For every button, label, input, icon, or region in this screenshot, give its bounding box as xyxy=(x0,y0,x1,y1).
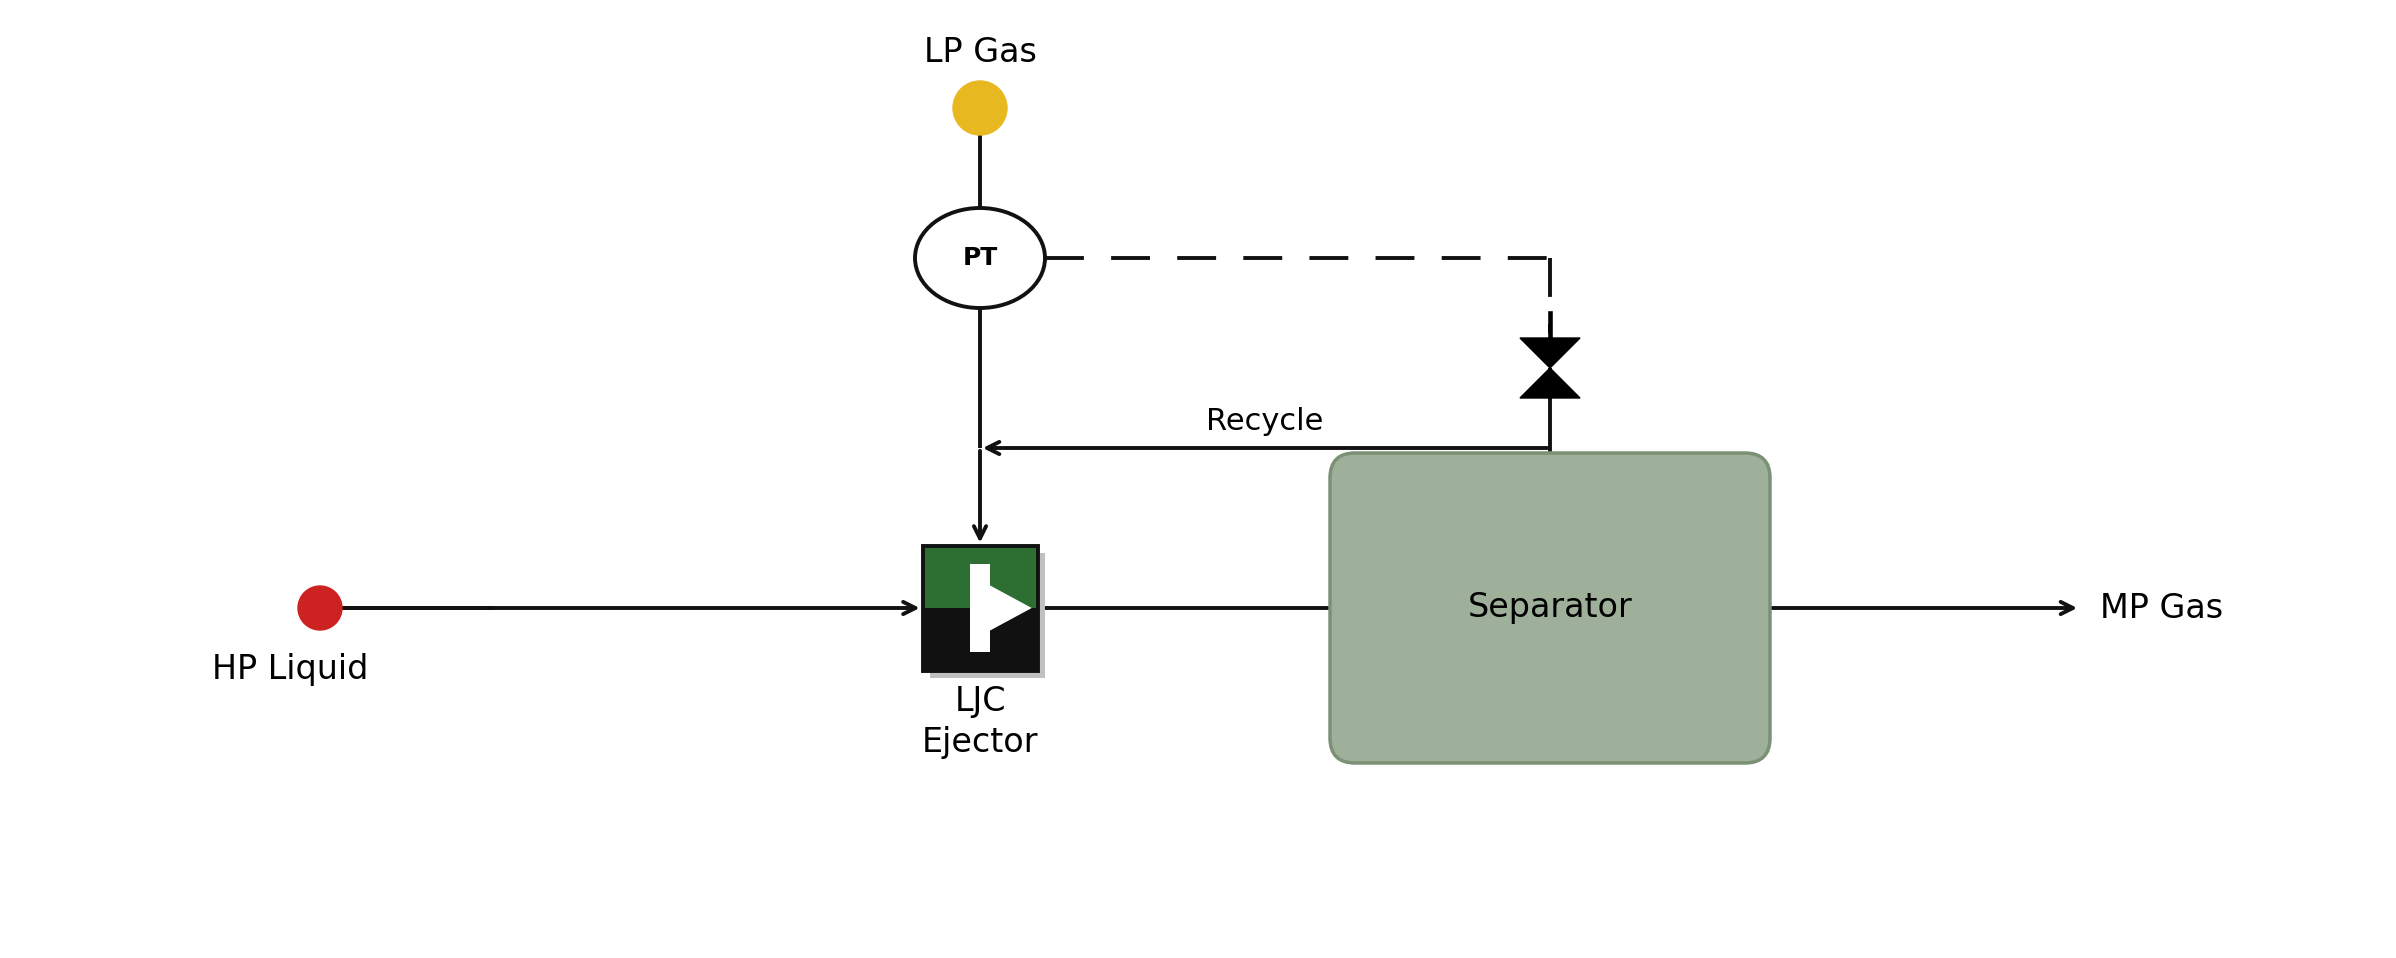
Text: MP Gas: MP Gas xyxy=(2099,591,2223,625)
Bar xyxy=(970,564,990,651)
Text: Recycle: Recycle xyxy=(1205,407,1323,436)
Bar xyxy=(930,553,1045,677)
Text: LP Gas: LP Gas xyxy=(922,36,1037,69)
Bar xyxy=(922,545,1037,608)
Polygon shape xyxy=(1519,338,1579,368)
Text: Separator: Separator xyxy=(1469,591,1632,625)
Text: HP Liquid: HP Liquid xyxy=(211,653,369,686)
Bar xyxy=(922,608,1037,671)
FancyBboxPatch shape xyxy=(1330,453,1771,763)
Bar xyxy=(922,545,1037,671)
Polygon shape xyxy=(1519,368,1579,398)
Circle shape xyxy=(954,81,1006,135)
Ellipse shape xyxy=(915,208,1045,308)
Text: LJC
Ejector: LJC Ejector xyxy=(922,686,1037,760)
Text: PT: PT xyxy=(963,246,997,270)
Circle shape xyxy=(297,586,343,630)
Polygon shape xyxy=(970,575,1033,641)
